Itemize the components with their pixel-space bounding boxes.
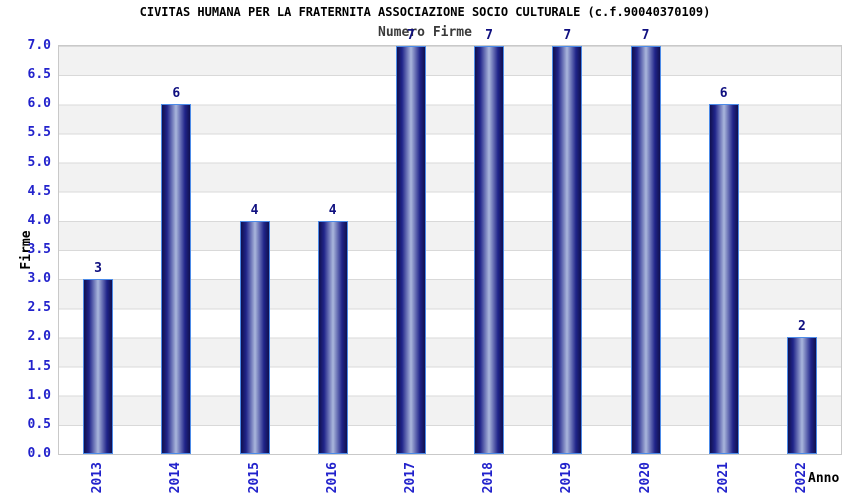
bar bbox=[395, 46, 426, 454]
bar-value-label: 2 bbox=[797, 319, 806, 335]
y-tick-label: 5.0 bbox=[27, 154, 51, 170]
y-tick-label: 3.0 bbox=[27, 271, 51, 287]
y-tick-label: 3.5 bbox=[27, 242, 51, 257]
y-tick-label: 5.5 bbox=[27, 125, 51, 141]
bar-value-label: 4 bbox=[250, 202, 259, 218]
y-tick-label: 6.0 bbox=[27, 96, 51, 112]
y-tick-label: 1.5 bbox=[27, 358, 51, 374]
bar-value-label: 7 bbox=[641, 28, 650, 43]
x-tick-label: 2015 bbox=[246, 462, 262, 494]
y-tick-label: 6.5 bbox=[27, 67, 51, 83]
x-tick-label: 2016 bbox=[324, 462, 340, 494]
y-tick-label: 0.0 bbox=[27, 446, 51, 461]
bar bbox=[317, 220, 348, 454]
bar-value-label: 3 bbox=[94, 261, 102, 277]
y-tick-label: 4.5 bbox=[27, 183, 51, 199]
y-tick-label: 1.0 bbox=[27, 387, 51, 403]
bar bbox=[552, 46, 583, 454]
y-tick-label: 2.5 bbox=[27, 300, 51, 316]
bar bbox=[708, 104, 739, 454]
x-axis-label: Anno bbox=[808, 471, 840, 486]
x-tick-label: 2014 bbox=[168, 462, 184, 494]
bar-value-label: 6 bbox=[719, 86, 728, 102]
x-tick-label: 2019 bbox=[559, 462, 575, 494]
bar bbox=[161, 104, 192, 454]
y-tick-label: 4.0 bbox=[27, 212, 51, 228]
chart-title: CIVITAS HUMANA PER LA FRATERNITA ASSOCIA… bbox=[139, 5, 711, 19]
y-tick-label: 0.5 bbox=[27, 416, 51, 432]
x-tick-label: 2022 bbox=[793, 462, 809, 494]
x-tick-label: 2021 bbox=[715, 462, 731, 494]
bar-value-label: 7 bbox=[406, 28, 415, 43]
y-tick-label: 7.0 bbox=[27, 38, 51, 53]
x-tick-label: 2020 bbox=[637, 462, 653, 494]
bar-value-label: 7 bbox=[485, 28, 493, 43]
bar bbox=[474, 46, 505, 454]
x-tick-label: 2013 bbox=[90, 462, 106, 494]
bar-value-label: 7 bbox=[563, 28, 572, 43]
y-tick-label: 2.0 bbox=[27, 329, 51, 345]
bar-value-label: 4 bbox=[328, 202, 337, 218]
x-tick-label: 2018 bbox=[481, 462, 497, 494]
bar bbox=[239, 220, 270, 454]
bar-value-label: 6 bbox=[172, 86, 181, 102]
bar bbox=[786, 337, 817, 454]
x-tick-label: 2017 bbox=[402, 462, 418, 494]
bar bbox=[83, 279, 114, 454]
bar bbox=[630, 46, 661, 454]
chart-subtitle: Numero Firme bbox=[378, 25, 472, 40]
